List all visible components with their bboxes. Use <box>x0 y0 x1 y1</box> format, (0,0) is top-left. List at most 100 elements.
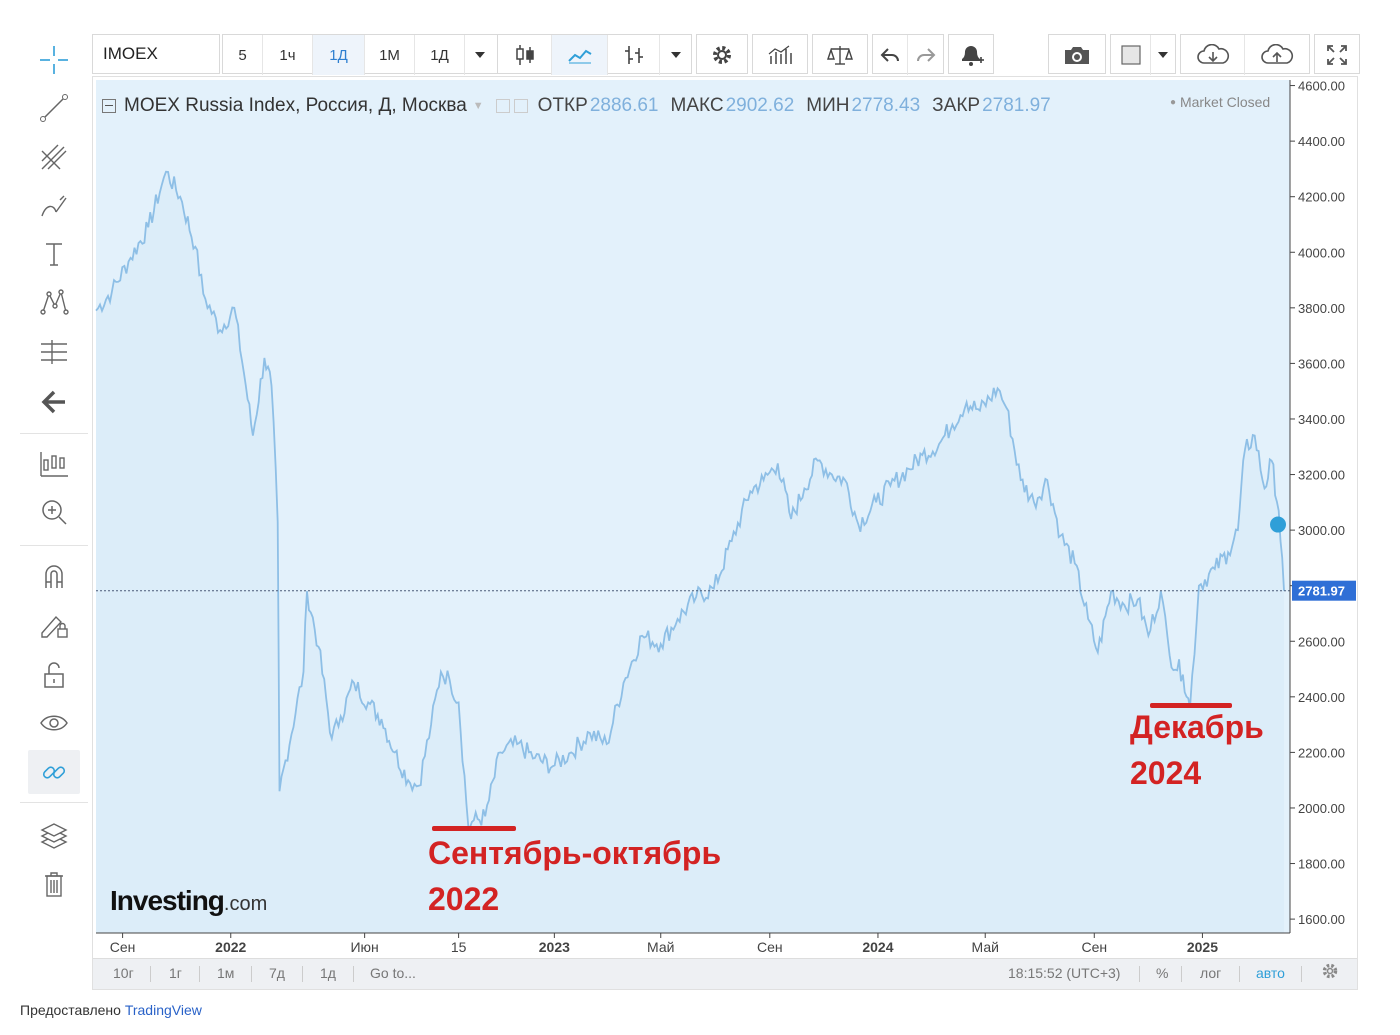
status-dot-icon: ● <box>1170 97 1177 108</box>
brush-icon[interactable] <box>28 186 80 226</box>
logo-suffix: .com <box>223 893 268 915</box>
unlock-icon[interactable] <box>28 655 80 695</box>
cloud-download-icon[interactable] <box>1181 35 1245 75</box>
x-tick-label: Май <box>972 939 999 955</box>
range-10y[interactable]: 10г <box>113 965 134 981</box>
chart-type-dropdown[interactable] <box>660 35 691 75</box>
pitchfork-icon[interactable] <box>28 137 80 177</box>
annotation-sep-oct-2022: Сентябрь-октябрь 2022 <box>428 830 721 922</box>
cloud-group <box>1180 34 1310 75</box>
symbol-input[interactable]: IMOEX <box>92 34 220 74</box>
high-value: 2902.62 <box>725 95 795 116</box>
price-area-fill <box>96 171 1284 933</box>
candles-icon[interactable] <box>498 35 552 75</box>
chevron-down-icon <box>475 52 485 58</box>
collapse-legend-button[interactable] <box>102 99 116 113</box>
y-tick-label: 3800.00 <box>1298 301 1345 316</box>
trash-icon[interactable] <box>28 864 80 904</box>
add-alert-icon[interactable] <box>949 35 993 75</box>
arrow-left-icon[interactable] <box>28 382 80 422</box>
pattern-icon[interactable] <box>28 282 80 322</box>
link-icon[interactable] <box>28 750 80 794</box>
settings-group <box>696 34 748 74</box>
crosshair-icon[interactable] <box>28 40 80 80</box>
annotation-2-line2: 2024 <box>1130 755 1202 791</box>
square-style-icon[interactable] <box>1111 35 1151 75</box>
x-tick-label: 15 <box>451 939 467 955</box>
measure-icon[interactable] <box>28 332 80 372</box>
range-7d[interactable]: 7д <box>269 965 285 981</box>
bars-icon[interactable] <box>608 35 660 75</box>
x-tick-label: Сен <box>110 939 136 955</box>
zoom-in-icon[interactable] <box>28 492 80 532</box>
log-toggle[interactable]: лог <box>1200 965 1222 981</box>
y-tick-label: 4600.00 <box>1298 79 1345 94</box>
pattern-marker-icon[interactable] <box>1270 516 1286 533</box>
chart-type-group <box>497 34 692 75</box>
legend-title: MOEX Russia Index, Россия, Д, Москва <box>124 95 467 116</box>
indicators-button-icon[interactable] <box>753 35 807 75</box>
undo-icon[interactable] <box>873 35 908 75</box>
low-label: МИН <box>806 95 850 116</box>
fullscreen-icon[interactable] <box>1315 35 1359 75</box>
chevron-down-icon <box>1158 52 1168 58</box>
interval-1m[interactable]: 1М <box>365 35 415 75</box>
title-dropdown-icon[interactable]: ▼ <box>472 100 484 112</box>
investing-logo: Investing.com <box>110 885 267 917</box>
range-1m[interactable]: 1м <box>217 965 235 981</box>
close-value: 2781.97 <box>982 95 1051 116</box>
top-toolbar: IMOEX 5 1ч 1Д 1М 1Д <box>92 34 1360 75</box>
y-tick-label: 3400.00 <box>1298 412 1345 427</box>
x-tick-label: Сен <box>1081 939 1107 955</box>
fullscreen-style-group <box>1110 34 1176 75</box>
y-tick-label: 3200.00 <box>1298 468 1345 483</box>
x-tick-label: 2023 <box>539 939 570 955</box>
magnet-icon[interactable] <box>28 556 80 596</box>
y-tick-label: 1800.00 <box>1298 857 1345 872</box>
range-1y[interactable]: 1г <box>169 965 182 981</box>
trend-line-icon[interactable] <box>28 88 80 128</box>
camera-icon[interactable] <box>1049 35 1105 75</box>
goto-date[interactable]: Go to... <box>370 965 416 981</box>
gear-icon[interactable] <box>1321 961 1339 991</box>
area-chart-icon[interactable] <box>552 35 608 75</box>
alert-group <box>948 34 994 74</box>
y-tick-label: 3600.00 <box>1298 356 1345 371</box>
style-dropdown[interactable] <box>1151 35 1175 75</box>
expand-group <box>1314 34 1360 74</box>
annotation-underline-1 <box>432 826 516 831</box>
y-tick-label: 1600.00 <box>1298 912 1345 927</box>
visibility-toggle-icon[interactable] <box>495 99 510 113</box>
percent-toggle[interactable]: % <box>1156 965 1169 981</box>
interval-1d[interactable]: 1Д <box>415 35 465 75</box>
interval-5[interactable]: 5 <box>223 35 263 75</box>
settings-small-icon[interactable] <box>513 99 528 113</box>
lock-drawing-icon[interactable] <box>28 605 80 645</box>
open-label: ОТКР <box>537 95 588 116</box>
range-1d[interactable]: 1д <box>320 965 336 981</box>
bottom-bar: 10г 1г 1м 7д 1д Go to... 18:15:52 (UTC+3… <box>93 958 1357 989</box>
x-tick-label: Сен <box>757 939 783 955</box>
market-status: ● Market Closed <box>1170 94 1270 110</box>
tradingview-link[interactable]: TradingView <box>124 1002 202 1018</box>
drawing-toolbar <box>20 30 88 910</box>
clock-time: 18:15:52 (UTC+3) <box>1008 965 1121 981</box>
text-tool-icon[interactable] <box>28 234 80 274</box>
chevron-down-icon <box>670 52 681 58</box>
cloud-upload-icon[interactable] <box>1245 35 1309 75</box>
footer-prefix: Предоставлено <box>20 1002 121 1018</box>
auto-toggle[interactable]: авто <box>1256 965 1285 981</box>
annotation-underline-2 <box>1150 703 1232 708</box>
interval-dropdown[interactable] <box>465 35 495 75</box>
interval-1d-active[interactable]: 1Д <box>313 35 365 75</box>
gear-icon[interactable] <box>697 35 747 75</box>
interval-1h[interactable]: 1ч <box>263 35 313 75</box>
x-tick-label: Июн <box>350 939 378 955</box>
close-label: ЗАКР <box>932 95 981 116</box>
layers-icon[interactable] <box>28 816 80 856</box>
eye-icon[interactable] <box>28 703 80 743</box>
indicators-icon[interactable] <box>28 444 80 484</box>
redo-icon[interactable] <box>908 35 943 75</box>
y-tick-label: 3000.00 <box>1298 523 1345 538</box>
scales-icon[interactable] <box>813 35 867 75</box>
